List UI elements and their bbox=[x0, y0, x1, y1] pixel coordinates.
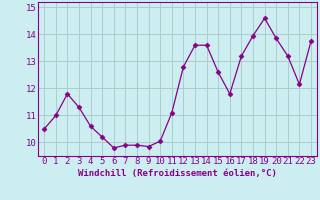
X-axis label: Windchill (Refroidissement éolien,°C): Windchill (Refroidissement éolien,°C) bbox=[78, 169, 277, 178]
